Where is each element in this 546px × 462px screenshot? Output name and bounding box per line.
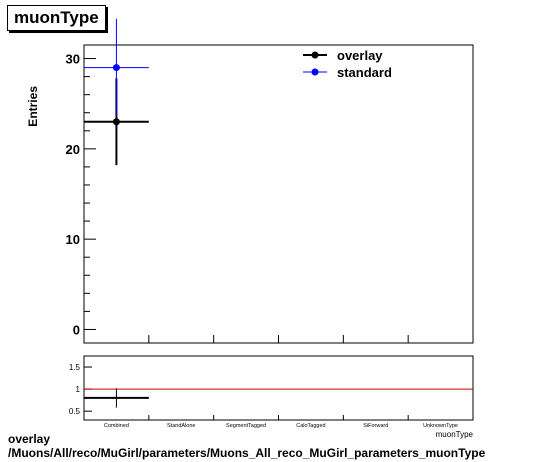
legend-overlay-label: overlay [337,48,383,63]
x-category-label: StandAlone [167,423,195,429]
ratio-y-axis: 0.5 1 1.5 [69,363,409,420]
main-x-ticks [148,335,409,343]
footer-line-2: /Muons/All/reco/MuGirl/parameters/Muons_… [8,446,486,460]
y-tick-label: 0 [73,322,80,337]
ratio-data-series [84,388,149,408]
x-category-label: SegmentTagged [226,423,266,429]
legend: overlay standard [303,48,392,80]
y-axis-label: Entries [26,86,40,127]
y-tick-label: 20 [66,142,80,157]
data-point-marker [112,118,120,126]
x-category-label: UnknownType [423,423,458,429]
ratio-y-tick-label: 0.5 [69,407,81,416]
category-labels: Combined StandAlone SegmentTagged CaloTagge… [104,423,458,429]
histogram-title: muonType [7,5,106,31]
legend-overlay-marker [311,51,319,59]
legend-standard-marker [311,68,319,76]
ratio-y-tick-label: 1 [76,385,81,394]
y-tick-label: 30 [66,52,80,67]
x-category-label: CaloTagged [296,423,325,429]
data-point-marker [112,64,120,72]
legend-standard-label: standard [337,65,392,80]
main-data-series [84,18,149,166]
main-y-axis: 0 10 20 30 [66,52,96,337]
ratio-plot-frame [83,355,474,421]
main-plot-frame [83,44,474,344]
ratio-y-tick-label: 1.5 [69,363,81,372]
y-tick-label: 10 [66,232,80,247]
x-axis-label: muonType [436,430,474,439]
x-category-label: Combined [104,423,129,429]
footer-line-1: overlay [8,432,51,446]
x-category-label: SiForward [363,423,388,429]
